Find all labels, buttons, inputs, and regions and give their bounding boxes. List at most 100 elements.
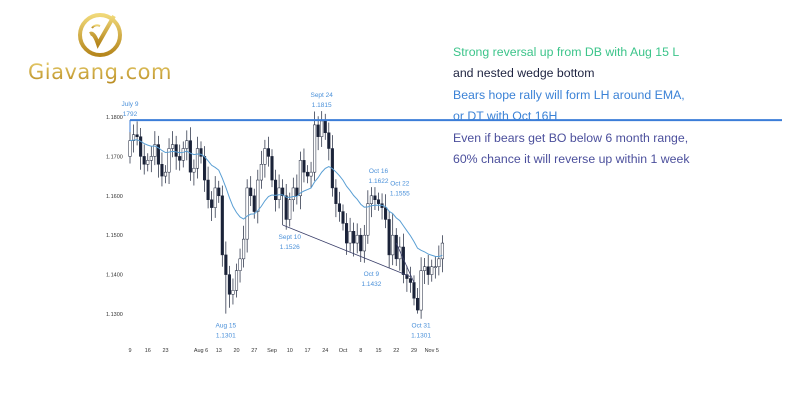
candle-body	[316, 124, 320, 137]
candle	[217, 180, 221, 203]
candle	[433, 256, 437, 279]
candle	[160, 152, 164, 187]
candle	[394, 228, 398, 266]
candle	[380, 193, 384, 220]
candle-body	[373, 195, 377, 200]
candle-body	[156, 144, 160, 165]
candle	[199, 141, 203, 164]
annotation-value: 1.1301	[216, 333, 236, 340]
candle-body	[227, 274, 231, 295]
candle	[167, 138, 171, 184]
candle	[391, 213, 395, 266]
candle	[178, 144, 182, 171]
candle-body	[234, 270, 239, 291]
candle	[256, 169, 260, 224]
candle	[341, 204, 345, 231]
candle	[270, 149, 274, 188]
candle-body	[291, 187, 295, 200]
candle	[231, 278, 235, 305]
candle-body	[231, 290, 235, 295]
candle-body	[270, 156, 274, 181]
annotation-date: July 9	[122, 101, 139, 108]
candle-body	[249, 187, 253, 197]
candle-body	[199, 148, 203, 157]
candle-body	[345, 223, 349, 244]
candle	[327, 122, 331, 161]
x-tick-label: 24	[322, 348, 328, 354]
candle	[192, 159, 196, 186]
candle	[277, 174, 281, 209]
x-tick-label: 27	[251, 348, 257, 354]
candle-body	[394, 234, 398, 260]
candle-body	[352, 231, 356, 244]
candle-body	[238, 258, 242, 271]
candle-body	[334, 187, 338, 204]
candle	[330, 135, 334, 197]
candle	[156, 135, 160, 178]
candle-body	[359, 234, 363, 252]
candle-body	[384, 207, 388, 220]
annotation-date: Oct 31	[412, 323, 432, 330]
candle-body	[440, 242, 444, 260]
candle-body	[213, 187, 217, 208]
x-tick-label: 9	[128, 348, 131, 354]
candle	[284, 183, 288, 230]
candle-body	[245, 187, 249, 240]
candle	[181, 141, 185, 168]
candle	[316, 116, 320, 151]
candle-body	[195, 148, 199, 169]
candle-body	[302, 160, 306, 173]
candle-body	[430, 266, 434, 275]
candle-body	[149, 156, 153, 161]
candle-body	[366, 203, 370, 236]
candle-body	[266, 148, 270, 157]
x-tick-label: Oct	[339, 348, 348, 354]
x-tick-label: 17	[304, 348, 310, 354]
x-tick-label: 10	[287, 348, 293, 354]
candle-body	[132, 134, 136, 141]
candle-body	[376, 199, 381, 204]
candle-body	[337, 203, 341, 212]
candle-body	[369, 195, 373, 204]
x-tick-label: Aug 6	[194, 348, 208, 354]
candle-body	[142, 156, 146, 165]
ema-line	[129, 139, 443, 258]
y-tick-label: 1.1600	[106, 194, 123, 200]
candle	[210, 191, 214, 222]
candle-body	[217, 187, 221, 197]
candle	[313, 111, 317, 181]
annotation-date: Sept 24	[310, 92, 333, 99]
wedge-line	[395, 242, 415, 283]
candle-body	[412, 282, 416, 299]
candle-body	[167, 148, 171, 173]
candle-body	[437, 258, 441, 267]
candle-body	[256, 179, 260, 212]
candle-body	[313, 124, 317, 173]
candle	[163, 165, 168, 184]
note-line: Bears hope rally will form LH around EMA…	[453, 87, 685, 102]
candle-body	[128, 140, 132, 157]
candle	[281, 179, 285, 225]
candle-body	[323, 120, 327, 134]
annotation-value: 1.1555	[390, 191, 410, 198]
candle	[387, 210, 391, 269]
candle	[188, 127, 192, 181]
candle	[423, 258, 427, 285]
note-line: and nested wedge bottom	[453, 66, 595, 81]
note-line: Even if bears get BO below 6 month range…	[453, 130, 689, 145]
candle	[362, 224, 366, 263]
candle-body	[178, 156, 182, 161]
candle-body	[274, 179, 278, 200]
candle	[288, 192, 292, 227]
logo-text: Giavang.com	[28, 60, 172, 84]
candle	[334, 179, 338, 218]
candle	[249, 176, 253, 207]
candle	[373, 187, 377, 210]
y-tick-label: 1.1700	[106, 154, 123, 160]
note-line: 60% chance it will reverse up within 1 w…	[453, 152, 690, 167]
candle-body	[163, 171, 168, 177]
annotation-value: 1792	[123, 111, 138, 118]
candle-body	[192, 167, 196, 173]
annotation-date: Oct 16	[369, 168, 389, 175]
candle	[337, 191, 341, 222]
